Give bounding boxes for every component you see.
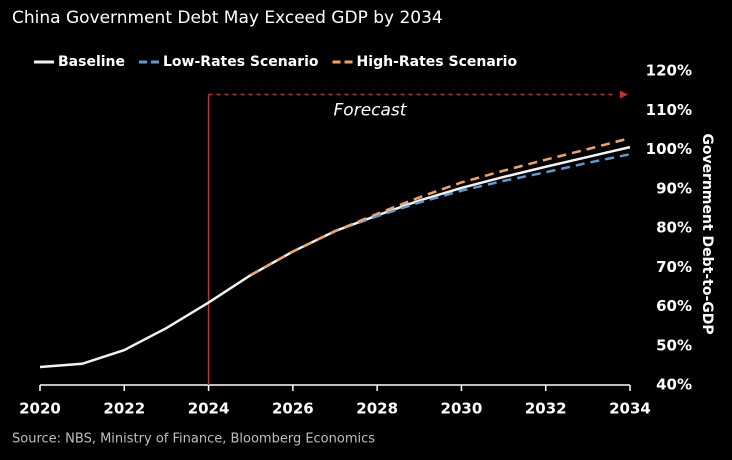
- x-tick-label: 2034: [609, 400, 651, 418]
- x-tick-label: 2024: [188, 400, 230, 418]
- y-tick-label: 120%: [646, 62, 692, 80]
- source: Source: NBS, Ministry of Finance, Bloomb…: [12, 432, 375, 447]
- x-tick-label: 2020: [19, 400, 61, 418]
- x-tick-label: 2022: [103, 400, 145, 418]
- y-tick-label: 80%: [656, 219, 692, 237]
- forecast-arrow: [620, 90, 628, 99]
- x-tick-label: 2030: [441, 400, 483, 418]
- y-tick-label: 50%: [656, 336, 692, 354]
- y-tick-label: 90%: [656, 179, 692, 197]
- legend-label: High-Rates Scenario: [357, 54, 518, 70]
- x-tick-label: 2032: [525, 400, 567, 418]
- y-tick-label: 40%: [656, 376, 692, 394]
- x-tick-label: 2028: [356, 400, 398, 418]
- series-line: [250, 152, 631, 277]
- x-tick-label: 2026: [272, 400, 314, 418]
- legend-label: Low-Rates Scenario: [163, 54, 319, 70]
- chart-title: China Government Debt May Exceed GDP by …: [12, 8, 443, 28]
- y-tick-label: 70%: [656, 258, 692, 276]
- y-tick-label: 110%: [646, 101, 692, 119]
- y-tick-label: 100%: [646, 140, 692, 158]
- annotation: Forecast: [334, 101, 408, 121]
- legend-label: Baseline: [58, 54, 125, 70]
- series-line: [39, 145, 631, 369]
- y-axis-label: Government Debt-to-GDP: [699, 133, 715, 334]
- y-tick-label: 60%: [656, 297, 692, 315]
- series-line: [250, 136, 631, 277]
